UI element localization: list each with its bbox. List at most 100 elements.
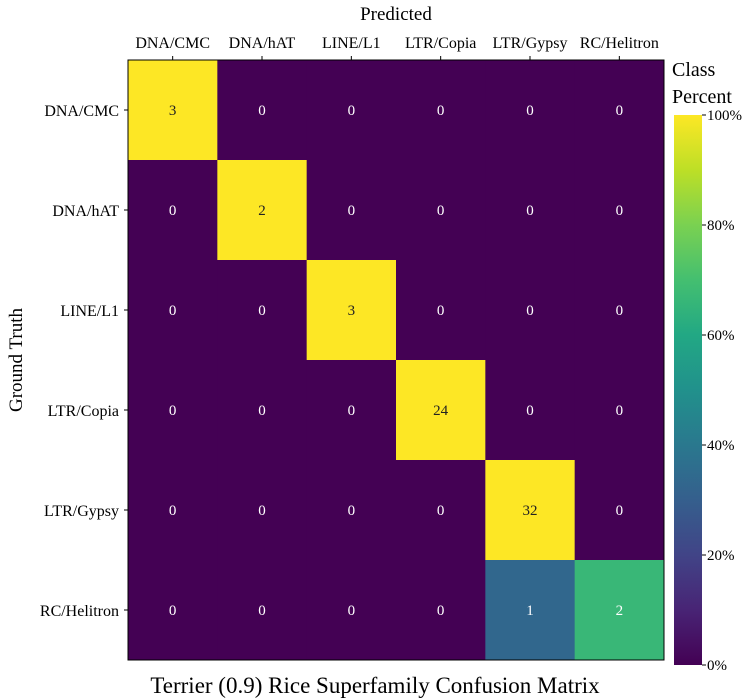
- cell-r2-c3: [396, 260, 486, 361]
- cell-value-r5-c1: 0: [258, 603, 266, 619]
- cell-r4-c3: [396, 460, 486, 561]
- cell-value-r3-c1: 0: [258, 403, 266, 419]
- cell-r2-c4: [485, 260, 576, 361]
- cell-r2-c0: [128, 260, 218, 361]
- cell-value-r3-c3: 24: [433, 403, 449, 419]
- x-tick-label-1: DNA/hAT: [229, 35, 296, 52]
- cell-r5-c4: [485, 560, 576, 661]
- cell-value-r1-c4: 0: [526, 203, 534, 219]
- cell-value-r0-c2: 0: [348, 103, 356, 119]
- x-tick-label-4: LTR/Gypsy: [493, 35, 568, 52]
- cell-value-r1-c1: 2: [258, 203, 266, 219]
- colorbar: [674, 115, 702, 665]
- cell-value-r0-c5: 0: [616, 103, 624, 119]
- colorbar-tick-label-3: 60%: [707, 328, 735, 344]
- cell-r5-c3: [396, 560, 486, 661]
- x-tick-label-5: RC/Helitron: [580, 35, 659, 52]
- cell-value-r4-c2: 0: [348, 503, 356, 519]
- cell-r0-c5: [574, 60, 665, 161]
- cell-value-r3-c5: 0: [616, 403, 624, 419]
- plot-frame: [127, 59, 665, 661]
- y-tick-label-5: RC/Helitron: [40, 603, 119, 620]
- cell-value-r5-c0: 0: [169, 603, 177, 619]
- cell-r1-c2: [306, 160, 397, 261]
- cell-value-r1-c0: 0: [169, 203, 177, 219]
- cell-r2-c5: [574, 260, 665, 361]
- y-tick-label-2: LINE/L1: [60, 303, 119, 320]
- colorbar-tick-label-1: 20%: [707, 548, 735, 564]
- cell-r0-c1: [217, 60, 308, 161]
- chart-title: Terrier (0.9) Rice Superfamily Confusion…: [150, 673, 600, 698]
- y-tick-label-0: DNA/CMC: [44, 103, 119, 120]
- cell-r4-c1: [217, 460, 308, 561]
- cell-r5-c0: [128, 560, 218, 661]
- cell-r4-c5: [574, 460, 665, 561]
- cell-value-r2-c2: 3: [348, 303, 356, 319]
- cell-value-r2-c0: 0: [169, 303, 177, 319]
- colorbar-ticks: 0% 20% 40% 60% 80% 100%: [702, 108, 742, 674]
- cell-value-r0-c1: 0: [258, 103, 266, 119]
- cell-r2-c2: [306, 260, 397, 361]
- cell-value-r0-c3: 0: [437, 103, 445, 119]
- cell-r0-c3: [396, 60, 486, 161]
- cell-value-r1-c2: 0: [348, 203, 356, 219]
- cell-value-r4-c1: 0: [258, 503, 266, 519]
- cell-r5-c5: [574, 560, 665, 661]
- cell-value-r5-c4: 1: [526, 603, 534, 619]
- cell-value-r0-c0: 3: [169, 103, 177, 119]
- cell-r0-c0: [128, 60, 218, 161]
- cell-value-r1-c3: 0: [437, 203, 445, 219]
- y-tick-label-1: DNA/hAT: [52, 203, 119, 220]
- cell-r0-c2: [306, 60, 397, 161]
- cell-value-r5-c3: 0: [437, 603, 445, 619]
- cell-value-r0-c4: 0: [526, 103, 534, 119]
- cell-r3-c0: [128, 360, 218, 461]
- cell-value-r3-c0: 0: [169, 403, 177, 419]
- cell-r1-c4: [485, 160, 576, 261]
- colorbar-title-line1: Class: [672, 59, 716, 81]
- cell-r3-c4: [485, 360, 576, 461]
- x-tick-label-0: DNA/CMC: [135, 35, 210, 52]
- cell-r3-c2: [306, 360, 397, 461]
- cell-r3-c5: [574, 360, 665, 461]
- x-axis-title: Predicted: [360, 4, 432, 25]
- heatmap-cells: [128, 60, 665, 661]
- cell-value-r2-c1: 0: [258, 303, 266, 319]
- heatmap-cell-values: 3 0 0 0 0 0 0 2 0 0 0 0 0 0 3 0 0 0 0 0 0 24 0 0 0 0 0 0 32 0 0 0 0 0 1 2: [169, 103, 623, 619]
- x-tick-label-3: LTR/Copia: [405, 35, 476, 52]
- y-tick-label-3: LTR/Copia: [48, 403, 119, 420]
- colorbar-tick-label-4: 80%: [707, 218, 735, 234]
- x-tick-label-2: LINE/L1: [322, 35, 381, 52]
- cell-r4-c0: [128, 460, 218, 561]
- cell-value-r5-c5: 2: [616, 603, 624, 619]
- cell-r1-c3: [396, 160, 486, 261]
- cell-value-r3-c2: 0: [348, 403, 356, 419]
- cell-r5-c1: [217, 560, 308, 661]
- x-axis-ticks: DNA/CMC DNA/hAT LINE/L1 LTR/Copia LTR/Gypsy R…: [135, 35, 659, 60]
- cell-value-r5-c2: 0: [348, 603, 356, 619]
- cell-value-r1-c5: 0: [616, 203, 624, 219]
- cell-r1-c5: [574, 160, 665, 261]
- colorbar-tick-label-5: 100%: [707, 108, 742, 124]
- cell-value-r2-c4: 0: [526, 303, 534, 319]
- colorbar-tick-label-2: 40%: [707, 438, 735, 454]
- cell-value-r2-c5: 0: [616, 303, 624, 319]
- cell-r0-c4: [485, 60, 576, 161]
- y-tick-label-4: LTR/Gypsy: [44, 503, 119, 520]
- cell-r4-c2: [306, 460, 397, 561]
- cell-value-r3-c4: 0: [526, 403, 534, 419]
- cell-r5-c2: [306, 560, 397, 661]
- y-axis-ticks: DNA/CMC DNA/hAT LINE/L1 LTR/Copia LTR/Gypsy R…: [40, 103, 128, 620]
- cell-value-r4-c0: 0: [169, 503, 177, 519]
- cell-value-r4-c3: 0: [437, 503, 445, 519]
- cell-r1-c1: [217, 160, 308, 261]
- cell-value-r4-c5: 0: [616, 503, 624, 519]
- cell-value-r4-c4: 32: [523, 503, 538, 519]
- cell-r4-c4: [485, 460, 576, 561]
- colorbar-tick-label-0: 0%: [707, 658, 727, 674]
- y-axis-title: Ground Truth: [6, 308, 27, 412]
- cell-r3-c3: [396, 360, 486, 461]
- cell-r2-c1: [217, 260, 308, 361]
- cell-r1-c0: [128, 160, 218, 261]
